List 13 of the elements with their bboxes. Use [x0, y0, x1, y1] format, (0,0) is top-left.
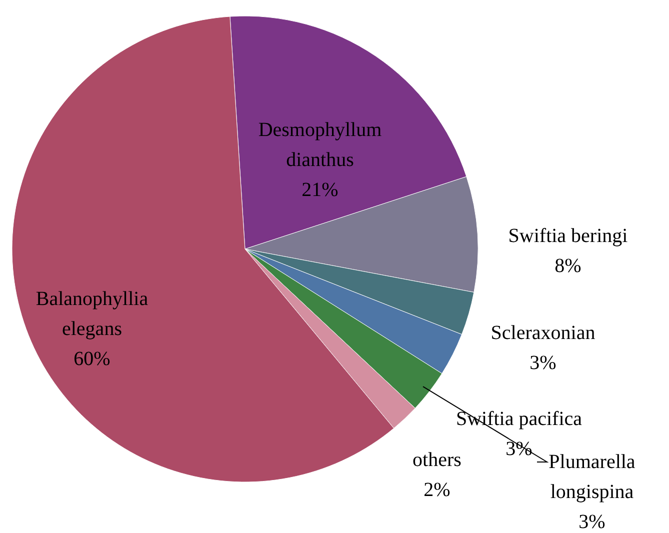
- data-label: 21%: [302, 179, 338, 201]
- data-label: 8%: [554, 255, 582, 277]
- data-label: 3%: [506, 438, 532, 460]
- data-label: 60%: [74, 348, 110, 370]
- data-label: 3%: [530, 352, 556, 374]
- data-label: 2%: [424, 479, 450, 501]
- slice-label: Plumarella longispina: [548, 451, 636, 503]
- slice-label: Desmophyllum dianthus: [258, 119, 382, 171]
- slice-label: others: [412, 449, 462, 471]
- data-label: 3%: [578, 511, 606, 533]
- slice-label: Swiftia beringi: [508, 225, 628, 247]
- slice-label: Balanophyllia elegans: [36, 288, 148, 340]
- slice-label: Scleraxonian: [490, 322, 596, 344]
